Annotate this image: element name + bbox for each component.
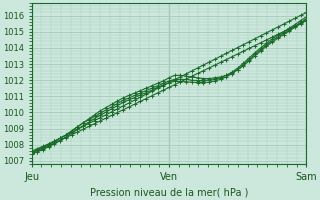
- X-axis label: Pression niveau de la mer( hPa ): Pression niveau de la mer( hPa ): [90, 187, 248, 197]
